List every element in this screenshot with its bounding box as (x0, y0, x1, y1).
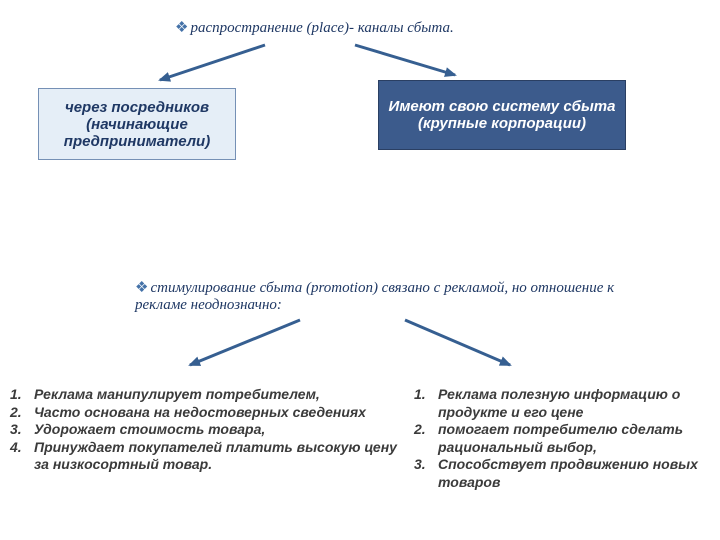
list-negative-text: Принуждает покупателей платить высокую ц… (34, 439, 397, 473)
heading-place-text: распространение (place)- каналы сбыта. (190, 20, 453, 36)
list-negative-text: Реклама манипулирует потребителем, (34, 386, 320, 402)
list-positive-item: 2. помогает потребителю сделать рационал… (414, 421, 714, 456)
box-corporations-text: Имеют свою систему сбыта (крупные корпор… (387, 98, 617, 132)
box-intermediaries-text: через посредников (начинающие предприним… (47, 99, 227, 150)
bullet-icon: ❖ (135, 280, 148, 296)
list-negative-item: 1. Реклама манипулирует потребителем, (10, 386, 405, 404)
list-positive-text: Реклама полезную информацию о продукте и… (438, 386, 680, 420)
list-number: 3. (10, 421, 22, 439)
list-positive-text: Способствует продвижению новых товаров (438, 456, 698, 490)
list-number: 2. (414, 421, 426, 439)
list-positive: 1. Реклама полезную информацию о продукте… (414, 386, 714, 491)
list-number: 3. (414, 456, 426, 474)
list-number: 4. (10, 439, 22, 457)
arrow-to-list-right (405, 320, 510, 365)
box-intermediaries: через посредников (начинающие предприним… (38, 88, 236, 160)
bullet-icon: ❖ (175, 20, 188, 36)
list-negative-item: 4. Принуждает покупателей платить высоку… (10, 439, 405, 474)
list-number: 1. (10, 386, 22, 404)
arrow-to-box1 (160, 45, 265, 80)
heading-promotion-text: стимулирование сбыта (promotion) связано… (135, 280, 614, 313)
list-negative-item: 3. Удорожает стоимость товара, (10, 421, 405, 439)
list-positive-item: 3. Способствует продвижению новых товаров (414, 456, 714, 491)
list-positive-item: 1. Реклама полезную информацию о продукте… (414, 386, 714, 421)
list-number: 1. (414, 386, 426, 404)
list-negative: 1. Реклама манипулирует потребителем, 2. Ч… (10, 386, 405, 474)
heading-place: ❖распространение (place)- каналы сбыта. (175, 18, 454, 37)
heading-promotion: ❖стимулирование сбыта (promotion) связан… (135, 278, 645, 314)
arrow-to-box2 (355, 45, 455, 75)
arrow-to-list-left (190, 320, 300, 365)
list-negative-item: 2. Часто основана на недостоверных сведе… (10, 404, 405, 422)
box-corporations: Имеют свою систему сбыта (крупные корпор… (378, 80, 626, 150)
list-positive-text: помогает потребителю сделать рациональны… (438, 421, 683, 455)
list-negative-text: Удорожает стоимость товара, (34, 421, 265, 437)
list-number: 2. (10, 404, 22, 422)
list-negative-text: Часто основана на недостоверных сведения… (34, 404, 366, 420)
